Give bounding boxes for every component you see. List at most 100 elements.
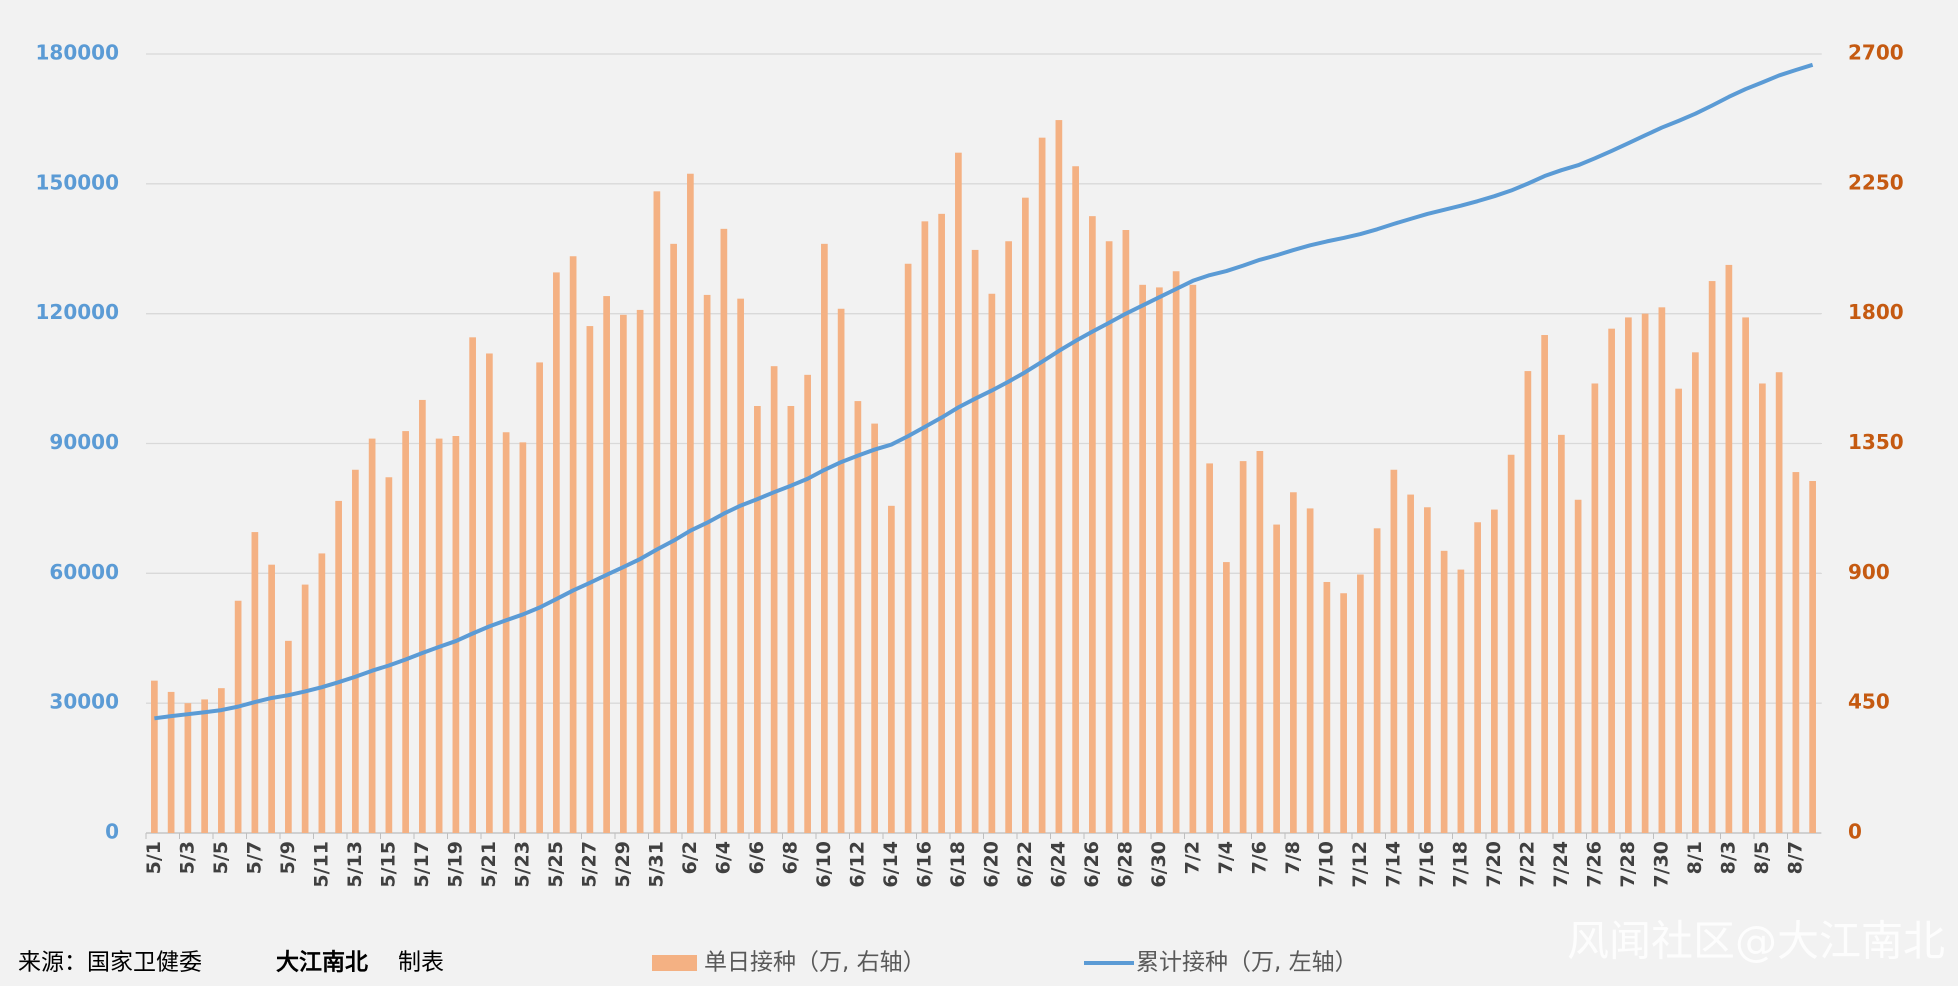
bar	[1357, 574, 1364, 833]
line	[154, 62, 1814, 721]
bar	[1440, 550, 1448, 833]
y2-tick-label: 0	[1848, 820, 1862, 844]
bar	[1373, 528, 1381, 833]
bar	[1273, 524, 1280, 833]
y-tick-label: 0	[105, 820, 119, 844]
bar	[553, 272, 560, 833]
bar	[402, 431, 409, 833]
made-by: 制表	[398, 950, 444, 976]
x-tick-label: 5/27	[578, 841, 600, 888]
bar	[1290, 492, 1297, 833]
x-tick-label: 6/14	[880, 841, 902, 888]
x-tick-label: 5/3	[176, 841, 198, 874]
x-tick-label: 7/8	[1282, 841, 1304, 874]
x-tick-label: 5/15	[377, 841, 399, 888]
y-tick-label: 150000	[36, 170, 120, 194]
bar	[1625, 317, 1632, 833]
x-tick-label: 7/4	[1215, 841, 1237, 874]
bar	[1189, 284, 1197, 833]
bar	[904, 263, 912, 834]
bar	[1591, 383, 1599, 833]
bar	[1541, 335, 1548, 833]
bar	[234, 600, 242, 833]
bar	[955, 152, 962, 833]
bar	[536, 362, 543, 833]
x-tick-label: 5/29	[612, 841, 634, 888]
bar	[1725, 264, 1733, 833]
bar	[1507, 454, 1515, 833]
bar	[1055, 120, 1063, 833]
x-tick-label: 5/17	[411, 841, 433, 888]
bar	[318, 553, 326, 833]
bar	[888, 505, 895, 833]
bar	[1156, 287, 1163, 833]
x-tick-label: 5/31	[645, 841, 667, 888]
bar	[636, 309, 644, 834]
bar	[1306, 508, 1314, 833]
x-tick-label: 7/30	[1650, 841, 1672, 888]
bar	[167, 691, 175, 833]
bar	[1038, 137, 1046, 834]
y-tick-label: 30000	[49, 690, 119, 714]
bar	[435, 438, 443, 833]
y2-tick-label: 900	[1848, 560, 1890, 584]
x-tick-label: 6/2	[679, 841, 701, 874]
bar	[1323, 581, 1331, 833]
bar	[1775, 372, 1783, 833]
bar	[1105, 241, 1113, 833]
bar	[335, 500, 342, 833]
x-tick-label: 8/7	[1784, 841, 1806, 874]
bar	[1809, 481, 1816, 833]
author: 大江南北	[276, 950, 368, 976]
bar	[1239, 461, 1247, 833]
bar	[603, 296, 610, 834]
bar	[1256, 451, 1264, 833]
x-tick-label: 5/19	[444, 841, 466, 888]
y-tick-label: 60000	[49, 560, 119, 584]
x-tick-label: 7/12	[1349, 841, 1371, 888]
bar	[1692, 352, 1699, 833]
x-tick-label: 6/20	[980, 841, 1002, 888]
bar	[1122, 229, 1130, 834]
bar	[486, 353, 493, 833]
bar	[1708, 281, 1716, 833]
bar	[1759, 383, 1766, 833]
x-tick-label: 6/10	[813, 841, 835, 888]
bar	[419, 399, 426, 833]
x-tick-label: 7/6	[1248, 841, 1270, 874]
bar	[469, 337, 476, 833]
bar	[452, 435, 460, 833]
x-tick-label: 6/22	[1014, 841, 1036, 888]
x-tick-label: 5/21	[478, 841, 500, 888]
y-tick-label: 90000	[49, 430, 119, 454]
bar	[1658, 307, 1666, 834]
bar	[251, 532, 259, 833]
bar	[1474, 522, 1481, 833]
watermark: 风闻社区@大江南北	[1567, 917, 1945, 966]
bar	[1641, 313, 1649, 834]
bar	[586, 326, 594, 833]
bar	[301, 584, 309, 833]
bar	[218, 688, 225, 833]
y2-tick-label: 450	[1848, 690, 1890, 714]
bar	[821, 243, 828, 833]
legend-swatch	[652, 955, 697, 971]
x-tick-label: 8/3	[1717, 841, 1739, 874]
bar	[620, 314, 627, 833]
x-tick-label: 5/25	[545, 841, 567, 888]
x-tick-label: 5/5	[210, 841, 232, 874]
bar	[687, 173, 694, 834]
y-tick-label: 120000	[36, 300, 120, 324]
x-tick-label: 5/7	[243, 841, 265, 874]
bar	[854, 401, 862, 833]
bar	[385, 477, 393, 833]
bar	[770, 366, 778, 833]
x-tick-label: 5/13	[344, 841, 366, 888]
bar	[1407, 494, 1414, 833]
bar	[519, 442, 527, 833]
x-tick-label: 6/18	[947, 841, 969, 888]
x-tick-label: 6/30	[1148, 841, 1170, 888]
y2-tick-label: 1800	[1848, 300, 1904, 324]
bar	[368, 438, 376, 833]
